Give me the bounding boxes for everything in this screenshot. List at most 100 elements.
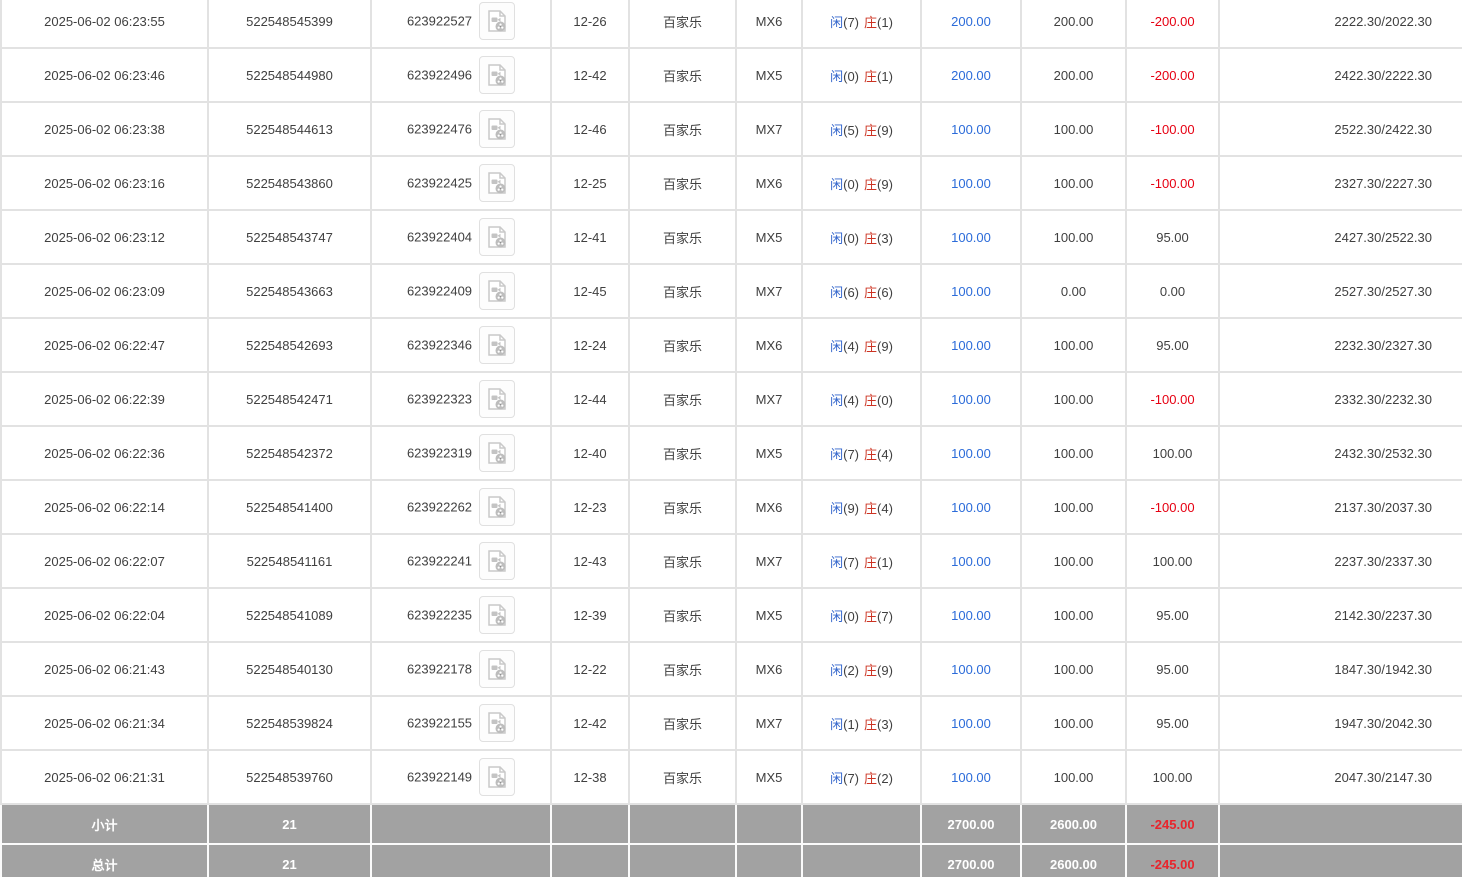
round-id-cell: 623922319	[370, 425, 552, 481]
shoe-round-cell: 12-25	[550, 155, 630, 211]
win-loss-cell: 100.00	[1125, 533, 1220, 589]
game-result-cell: 闲(4) 庄(9)	[801, 317, 922, 373]
bet-time-cell: 2025-06-02 06:22:07	[0, 533, 209, 589]
bet-amount-cell[interactable]: 100.00	[920, 587, 1022, 643]
round-id-cell: 623922404	[370, 209, 552, 265]
grand-total-empty-table	[735, 843, 803, 877]
video-file-icon	[488, 549, 506, 572]
game-result-cell: 闲(4) 庄(0)	[801, 371, 922, 427]
bet-amount-cell[interactable]: 100.00	[920, 479, 1022, 535]
table-code-cell: MX6	[735, 0, 803, 49]
player-result-label: 闲	[830, 230, 844, 246]
video-replay-button[interactable]	[479, 434, 516, 472]
round-id-cell: 623922425	[370, 155, 552, 211]
video-replay-button[interactable]	[479, 488, 516, 526]
video-replay-button[interactable]	[479, 380, 516, 418]
video-replay-button[interactable]	[479, 2, 516, 40]
bet-amount-cell[interactable]: 100.00	[920, 155, 1022, 211]
subtotal-empty-shoe	[550, 803, 630, 845]
bet-amount-cell[interactable]: 200.00	[920, 0, 1022, 49]
bet-record-row: 2025-06-02 06:22:14 522548541400 6239222…	[0, 479, 1462, 535]
bet-amount-cell[interactable]: 100.00	[920, 317, 1022, 373]
banker-result-label: 庄	[864, 446, 878, 462]
banker-result-label: 庄	[864, 68, 878, 84]
shoe-round-cell: 12-39	[550, 587, 630, 643]
video-file-icon	[488, 63, 506, 86]
shoe-round-cell: 12-40	[550, 425, 630, 481]
win-loss-cell: 100.00	[1125, 749, 1220, 805]
win-loss-cell: -200.00	[1125, 47, 1220, 103]
video-replay-button[interactable]	[479, 758, 516, 796]
round-id-cell: 623922476	[370, 101, 552, 157]
game-result-cell: 闲(7) 庄(1)	[801, 0, 922, 49]
game-name-cell: 百家乐	[628, 155, 737, 211]
video-replay-button[interactable]	[479, 326, 516, 364]
video-replay-button[interactable]	[479, 542, 516, 580]
table-code-cell: MX7	[735, 101, 803, 157]
bet-amount-cell[interactable]: 100.00	[920, 749, 1022, 805]
banker-result-score: (1)	[877, 554, 893, 570]
video-replay-button[interactable]	[479, 704, 516, 742]
bet-amount-cell[interactable]: 100.00	[920, 101, 1022, 157]
banker-result-label: 庄	[864, 176, 878, 192]
bet-amount-cell[interactable]: 100.00	[920, 209, 1022, 265]
balance-cell: 2222.30/2022.30	[1218, 0, 1462, 49]
video-replay-button[interactable]	[479, 596, 516, 634]
video-replay-button[interactable]	[479, 218, 516, 256]
game-name-cell: 百家乐	[628, 479, 737, 535]
banker-result-score: (9)	[877, 338, 893, 354]
shoe-round-cell: 12-26	[550, 0, 630, 49]
bet-record-row: 2025-06-02 06:23:12 522548543747 6239224…	[0, 209, 1462, 265]
grand-total-valid-total: 2600.00	[1020, 843, 1127, 877]
video-replay-button[interactable]	[479, 164, 516, 202]
bet-id-cell: 522548543663	[207, 263, 372, 319]
video-file-icon	[488, 171, 506, 194]
banker-result-label: 庄	[864, 716, 878, 732]
round-id-value: 623922496	[406, 67, 473, 83]
bet-id-cell: 522548545399	[207, 0, 372, 49]
video-replay-button[interactable]	[479, 272, 516, 310]
valid-amount-cell: 100.00	[1020, 371, 1127, 427]
banker-result-label: 庄	[864, 770, 878, 786]
video-replay-button[interactable]	[479, 110, 516, 148]
subtotal-empty-round	[370, 803, 552, 845]
bet-time-cell: 2025-06-02 06:22:04	[0, 587, 209, 643]
bet-id-cell: 522548539760	[207, 749, 372, 805]
bet-time-cell: 2025-06-02 06:22:39	[0, 371, 209, 427]
round-id-value: 623922323	[406, 391, 473, 407]
subtotal-empty-game	[628, 803, 737, 845]
game-name-cell: 百家乐	[628, 371, 737, 427]
video-replay-button[interactable]	[479, 650, 516, 688]
game-result-cell: 闲(7) 庄(1)	[801, 533, 922, 589]
game-result-cell: 闲(5) 庄(9)	[801, 101, 922, 157]
bet-record-row: 2025-06-02 06:22:47 522548542693 6239223…	[0, 317, 1462, 373]
win-loss-cell: 0.00	[1125, 263, 1220, 319]
bet-amount-cell[interactable]: 100.00	[920, 371, 1022, 427]
video-replay-button[interactable]	[479, 56, 516, 94]
bet-amount-cell[interactable]: 100.00	[920, 533, 1022, 589]
bet-time-cell: 2025-06-02 06:23:16	[0, 155, 209, 211]
bet-amount-cell[interactable]: 100.00	[920, 695, 1022, 751]
bet-amount-cell[interactable]: 200.00	[920, 47, 1022, 103]
round-id-value: 623922262	[406, 499, 473, 515]
bet-amount-cell[interactable]: 100.00	[920, 263, 1022, 319]
shoe-round-cell: 12-42	[550, 695, 630, 751]
balance-cell: 2142.30/2237.30	[1218, 587, 1462, 643]
banker-result-score: (4)	[877, 446, 893, 462]
subtotal-row: 小计 21 2700.00 2600.00 -245.00	[0, 803, 1462, 845]
game-result-cell: 闲(6) 庄(6)	[801, 263, 922, 319]
valid-amount-cell: 100.00	[1020, 209, 1127, 265]
subtotal-count: 21	[207, 803, 372, 845]
balance-cell: 2047.30/2147.30	[1218, 749, 1462, 805]
table-code-cell: MX6	[735, 479, 803, 535]
bet-record-row: 2025-06-02 06:22:39 522548542471 6239223…	[0, 371, 1462, 427]
bet-amount-cell[interactable]: 100.00	[920, 641, 1022, 697]
bet-time-cell: 2025-06-02 06:23:09	[0, 263, 209, 319]
shoe-round-cell: 12-23	[550, 479, 630, 535]
bet-amount-cell[interactable]: 100.00	[920, 425, 1022, 481]
table-code-cell: MX6	[735, 317, 803, 373]
player-result-score: (2)	[843, 662, 859, 678]
banker-result-score: (7)	[877, 608, 893, 624]
bet-record-row: 2025-06-02 06:21:43 522548540130 6239221…	[0, 641, 1462, 697]
round-id-value: 623922319	[406, 445, 473, 461]
